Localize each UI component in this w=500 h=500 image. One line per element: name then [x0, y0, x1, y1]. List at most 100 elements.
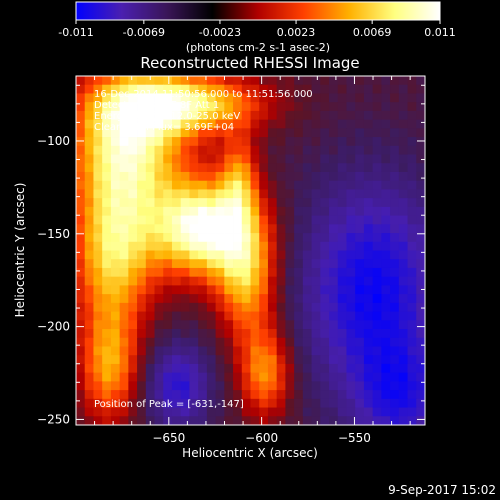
heatmap-cell: [137, 154, 147, 164]
heatmap-cell: [329, 233, 339, 243]
heatmap-cell: [390, 302, 400, 312]
heatmap-cell: [233, 390, 243, 400]
heatmap-cell: [119, 119, 129, 129]
heatmap-cell: [372, 285, 382, 295]
heatmap-cell: [84, 145, 94, 155]
heatmap-cell: [171, 137, 182, 147]
heatmap-cell: [206, 102, 217, 112]
heatmap-cell: [390, 241, 400, 251]
heatmap-cell: [171, 76, 182, 86]
heatmap-cell: [250, 363, 260, 374]
heatmap-cell: [110, 381, 121, 391]
heatmap-cell: [381, 102, 391, 112]
heatmap-cell: [241, 241, 251, 251]
heatmap-cell: [110, 355, 121, 365]
heatmap-cell: [233, 285, 243, 295]
heatmap-cell: [390, 206, 400, 217]
heatmap-cell: [398, 259, 408, 269]
heatmap-cell: [381, 311, 391, 321]
heatmap-cell: [145, 154, 155, 164]
heatmap-cell: [372, 189, 382, 199]
heatmap-cell: [102, 171, 112, 182]
heatmap-cell: [163, 163, 173, 173]
heatmap-cell: [137, 311, 147, 321]
heatmap-cell: [163, 145, 173, 155]
heatmap-cell: [241, 302, 251, 312]
heatmap-cell: [285, 224, 295, 234]
heatmap-cell: [163, 267, 173, 278]
heatmap-cell: [137, 302, 147, 312]
heatmap-cell: [154, 128, 164, 138]
heatmap-cell: [128, 250, 138, 260]
heatmap-cell: [416, 259, 426, 269]
heatmap-cell: [102, 250, 112, 260]
heatmap-cell: [119, 233, 129, 243]
heatmap-cell: [311, 154, 321, 164]
heatmap-cell: [363, 180, 374, 190]
heatmap-cell: [329, 206, 339, 217]
heatmap-cell: [381, 346, 391, 356]
heatmap-cell: [119, 259, 129, 269]
heatmap-cell: [224, 259, 234, 269]
heatmap-cell: [355, 276, 365, 286]
heatmap-cell: [372, 84, 382, 94]
heatmap-cell: [363, 84, 374, 94]
heatmap-cell: [346, 276, 356, 286]
heatmap-cell: [285, 407, 295, 417]
heatmap-cell: [76, 294, 86, 304]
heatmap-cell: [215, 76, 225, 86]
heatmap-cell: [128, 267, 138, 278]
heatmap-cell: [337, 398, 347, 408]
heatmap-cell: [180, 137, 190, 147]
heatmap-cell: [407, 171, 417, 182]
heatmap-cell: [128, 128, 138, 138]
heatmap-cell: [407, 163, 417, 173]
heatmap-cell: [320, 171, 330, 182]
heatmap-cell: [355, 110, 365, 121]
heatmap-cell: [294, 381, 304, 391]
heatmap-cell: [346, 102, 356, 112]
heatmap-cell: [198, 285, 208, 295]
heatmap-cell: [180, 76, 190, 86]
heatmap-cell: [381, 189, 391, 199]
heatmap-cell: [233, 93, 243, 103]
heatmap-cell: [206, 416, 217, 426]
heatmap-cell: [93, 110, 103, 121]
heatmap-cell: [93, 285, 103, 295]
heatmap-cell: [102, 198, 112, 208]
heatmap-cell: [93, 137, 103, 147]
heatmap-cell: [215, 372, 225, 382]
heatmap-cell: [276, 407, 286, 417]
heatmap-cell: [171, 372, 182, 382]
heatmap-cell: [206, 250, 217, 260]
heatmap-cell: [198, 398, 208, 408]
heatmap-cell: [416, 285, 426, 295]
heatmap-cell: [215, 355, 225, 365]
heatmap-cell: [93, 416, 103, 426]
heatmap-cell: [93, 259, 103, 269]
heatmap-cell: [407, 259, 417, 269]
heatmap-cell: [398, 110, 408, 121]
heatmap-cell: [215, 329, 225, 339]
heatmap-cell: [145, 189, 155, 199]
heatmap-cell: [250, 215, 260, 225]
heatmap-cell: [189, 294, 199, 304]
heatmap-cell: [215, 145, 225, 155]
heatmap-cell: [285, 198, 295, 208]
heatmap-cell: [154, 416, 164, 426]
heatmap-cell: [372, 346, 382, 356]
heatmap-cell: [381, 407, 391, 417]
heatmap-cell: [180, 398, 190, 408]
heatmap-cell: [302, 311, 312, 321]
heatmap-cell: [241, 163, 251, 173]
heatmap-cell: [137, 137, 147, 147]
heatmap-cell: [311, 215, 321, 225]
heatmap-cell: [233, 180, 243, 190]
heatmap-cell: [416, 320, 426, 330]
heatmap-cell: [93, 233, 103, 243]
heatmap-cell: [215, 294, 225, 304]
heatmap-cell: [180, 294, 190, 304]
heatmap-cell: [259, 93, 269, 103]
heatmap-cell: [276, 93, 286, 103]
heatmap-cell: [137, 84, 147, 94]
